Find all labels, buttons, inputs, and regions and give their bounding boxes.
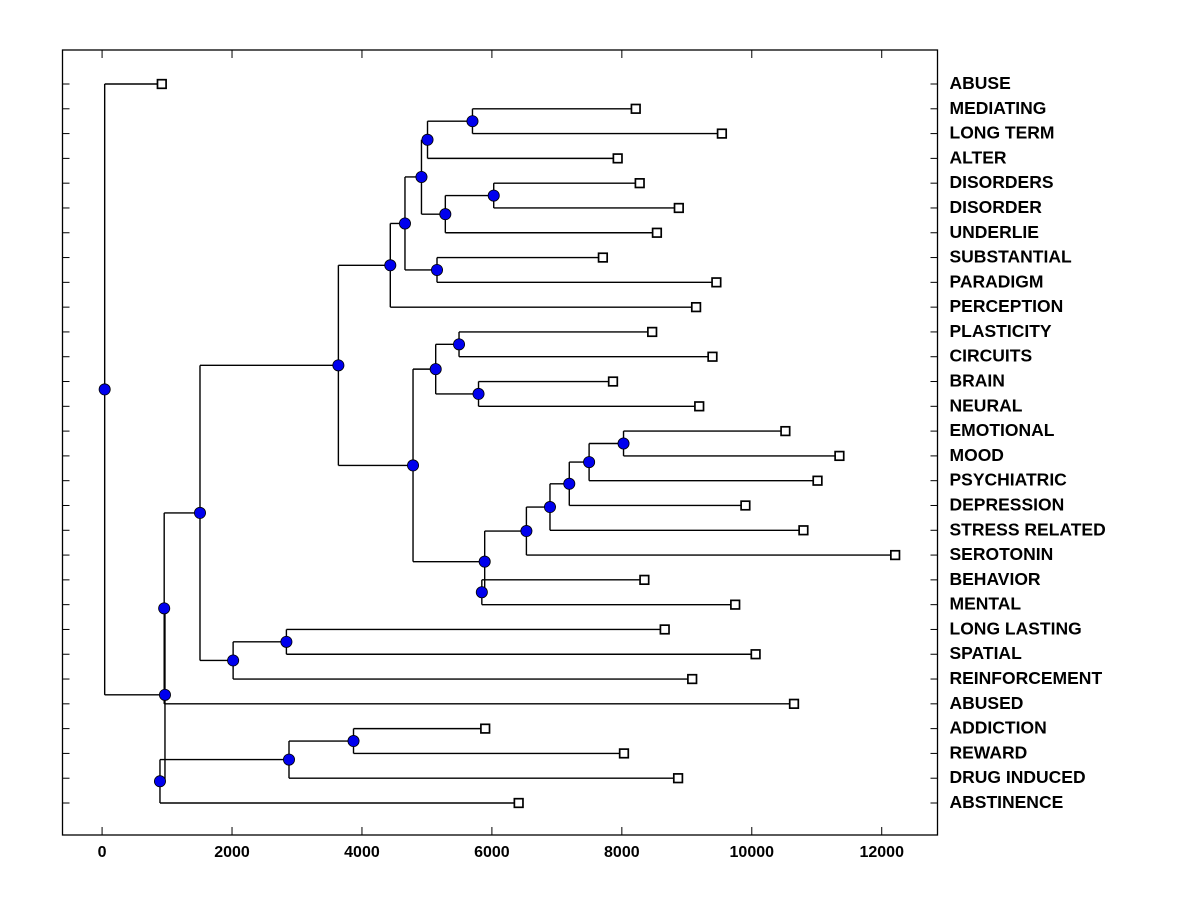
- svg-text:ABUSED: ABUSED: [950, 693, 1024, 713]
- svg-text:CIRCUITS: CIRCUITS: [950, 346, 1033, 366]
- svg-text:ADDICTION: ADDICTION: [950, 718, 1047, 738]
- svg-text:REWARD: REWARD: [950, 742, 1028, 762]
- svg-text:MEDIATING: MEDIATING: [950, 98, 1047, 118]
- svg-text:PLASTICITY: PLASTICITY: [950, 321, 1052, 341]
- svg-text:MOOD: MOOD: [950, 445, 1004, 465]
- svg-text:10000: 10000: [730, 844, 775, 861]
- svg-text:4000: 4000: [344, 844, 380, 861]
- svg-text:BEHAVIOR: BEHAVIOR: [950, 569, 1041, 589]
- svg-text:DISORDERS: DISORDERS: [950, 172, 1054, 192]
- svg-text:ALTER: ALTER: [950, 147, 1007, 167]
- svg-text:REINFORCEMENT: REINFORCEMENT: [950, 668, 1103, 688]
- svg-text:DEPRESSION: DEPRESSION: [950, 494, 1065, 514]
- svg-text:DRUG INDUCED: DRUG INDUCED: [950, 767, 1086, 787]
- svg-text:8000: 8000: [604, 844, 640, 861]
- svg-text:ABUSE: ABUSE: [950, 73, 1011, 93]
- svg-text:BRAIN: BRAIN: [950, 371, 1005, 391]
- svg-text:MENTAL: MENTAL: [950, 594, 1022, 614]
- svg-text:PARADIGM: PARADIGM: [950, 271, 1044, 291]
- svg-text:STRESS RELATED: STRESS RELATED: [950, 519, 1106, 539]
- svg-text:NEURAL: NEURAL: [950, 395, 1023, 415]
- svg-text:DISORDER: DISORDER: [950, 197, 1043, 217]
- svg-text:12000: 12000: [859, 844, 904, 861]
- svg-text:6000: 6000: [474, 844, 510, 861]
- svg-text:LONG LASTING: LONG LASTING: [950, 618, 1082, 638]
- svg-text:EMOTIONAL: EMOTIONAL: [950, 420, 1055, 440]
- svg-text:LONG TERM: LONG TERM: [950, 123, 1055, 143]
- svg-text:0: 0: [98, 844, 107, 861]
- svg-text:PERCEPTION: PERCEPTION: [950, 296, 1064, 316]
- svg-text:ABSTINENCE: ABSTINENCE: [950, 792, 1064, 812]
- svg-text:SUBSTANTIAL: SUBSTANTIAL: [950, 247, 1072, 267]
- svg-text:UNDERLIE: UNDERLIE: [950, 222, 1039, 242]
- svg-text:SEROTONIN: SEROTONIN: [950, 544, 1054, 564]
- svg-text:PSYCHIATRIC: PSYCHIATRIC: [950, 470, 1068, 490]
- svg-text:SPATIAL: SPATIAL: [950, 643, 1023, 663]
- svg-text:2000: 2000: [214, 844, 250, 861]
